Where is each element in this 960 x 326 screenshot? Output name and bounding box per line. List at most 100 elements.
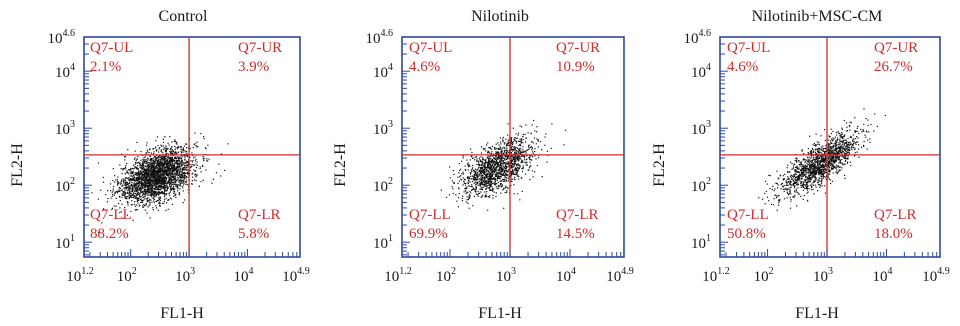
scatter-point [187,174,189,176]
scatter-point [182,202,184,204]
scatter-point [158,170,160,172]
scatter-point [828,178,831,180]
scatter-point [484,159,487,161]
scatter-point [178,172,181,174]
scatter-point [165,172,167,174]
scatter-point [807,191,809,193]
scatter-point [493,146,496,149]
scatter-point [141,175,143,177]
scatter-point [153,198,155,200]
scatter-point [142,166,144,168]
scatter-point [141,182,143,185]
scatter-point [134,188,136,190]
scatter-point [507,155,509,158]
scatter-point [789,196,791,198]
scatter-point [519,143,521,145]
scatter-point [516,167,518,170]
scatter-point [162,181,164,183]
scatter-point [172,168,174,170]
scatter-point [168,171,170,173]
scatter-point [525,124,527,126]
scatter-point [172,188,174,190]
scatter-point [149,180,151,182]
scatter-point [173,177,175,179]
scatter-point [137,168,139,170]
scatter-point [146,164,148,166]
scatter-point [513,148,515,150]
scatter-point [165,194,167,196]
scatter-point [470,172,472,174]
scatter-point [144,170,146,172]
x-axis-title: FL1-H [795,305,839,322]
scatter-point [127,201,129,203]
scatter-point [129,170,131,172]
scatter-point [159,166,161,169]
scatter-point [110,190,112,192]
scatter-point [489,162,491,164]
scatter-point [150,158,152,160]
scatter-point [179,177,181,179]
scatter-point [536,131,538,133]
scatter-point [531,149,533,151]
scatter-point [158,201,161,203]
scatter-point [148,184,150,186]
scatter-point [134,193,136,195]
scatter-point [510,157,512,159]
scatter-point [147,197,149,199]
scatter-point [144,169,147,171]
scatter-point [166,152,168,154]
scatter-point [133,203,136,205]
scatter-point [812,163,814,165]
scatter-point [489,155,491,157]
scatter-point [191,161,193,163]
scatter-point [489,146,491,148]
scatter-point [174,183,176,185]
scatter-point [507,142,509,144]
scatter-point [510,170,512,173]
scatter-point [484,165,486,167]
scatter-point [488,162,490,164]
quadrant-name: Q7-UL [90,40,133,56]
scatter-point [762,198,764,200]
scatter-point [472,188,474,190]
scatter-point [157,167,159,169]
scatter-point [467,182,469,184]
scatter-point [507,123,509,125]
scatter-point [827,147,829,149]
scatter-point [159,181,161,183]
scatter-point [531,159,533,161]
scatter-point [98,232,100,234]
scatter-point [174,151,176,153]
scatter-point [155,140,157,142]
scatter-point [475,174,477,176]
scatter-point [806,165,808,167]
scatter-point [134,186,136,188]
scatter-point [519,166,521,168]
scatter-point [187,161,189,163]
scatter-point [510,141,512,143]
scatter-point [513,157,515,159]
scatter-point [156,174,158,176]
scatter-point [159,162,161,164]
scatter-point [502,189,504,191]
scatter-point [172,166,174,168]
scatter-point [809,161,811,163]
scatter-point [491,155,493,157]
scatter-point [842,142,844,144]
scatter-point [514,168,516,170]
scatter-point [120,182,122,185]
scatter-point [493,169,495,171]
scatter-point [502,141,504,143]
scatter-point [115,205,117,207]
scatter-point [165,187,167,189]
scatter-point [513,138,515,140]
scatter-point [172,162,174,164]
scatter-point [144,209,146,211]
scatter-point [476,183,478,186]
scatter-point [508,166,510,168]
scatter-point [500,171,502,173]
scatter-point [495,179,497,181]
scatter-point [483,149,485,151]
scatter-point [165,162,167,164]
scatter-point [164,136,166,138]
